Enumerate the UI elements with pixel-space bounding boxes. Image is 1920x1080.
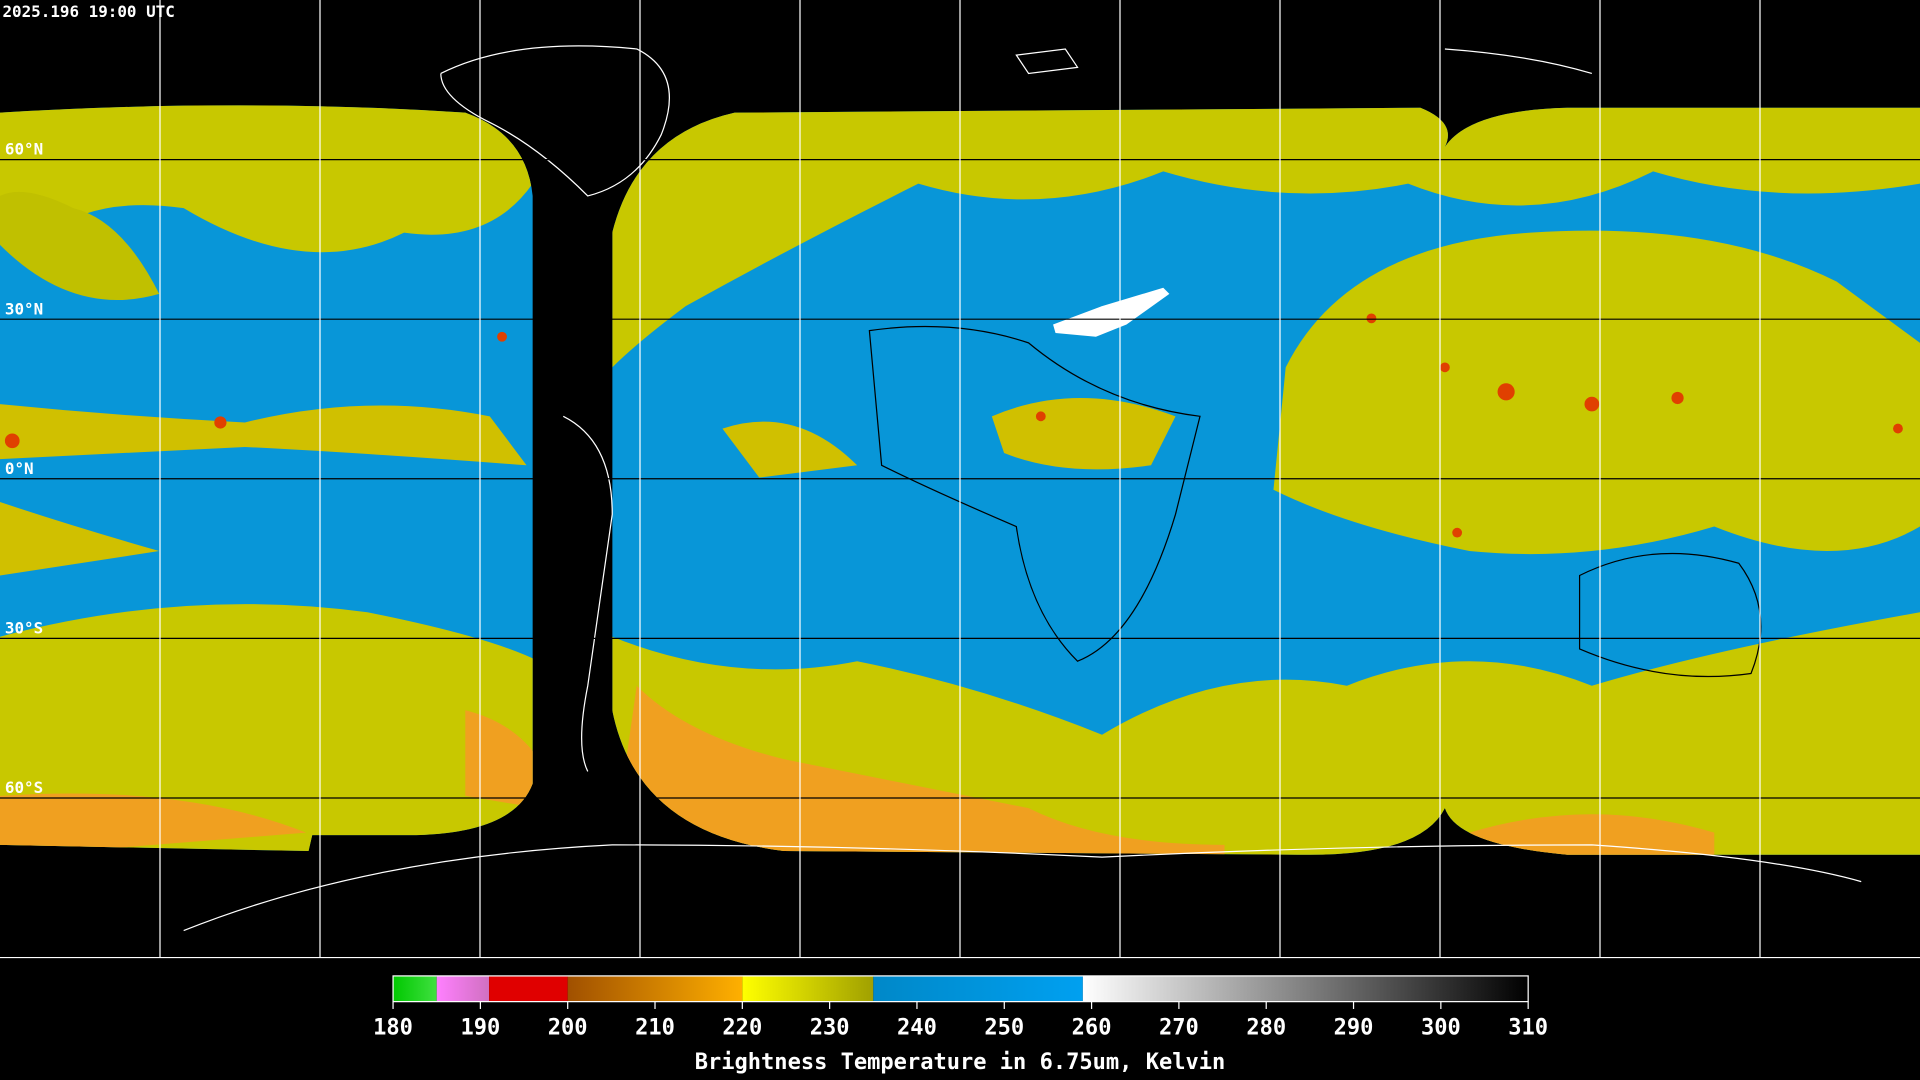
- graticule: 60°N 30°N 0°N 30°S 60°S: [0, 0, 1920, 959]
- lat-label: 0°N: [5, 459, 34, 478]
- coastlines: [183, 45, 1862, 932]
- colorbar-tick-label: 230: [810, 1016, 850, 1041]
- borders: [868, 325, 1762, 678]
- colorbar-frame: [392, 975, 1529, 1003]
- colorbar-segment: [393, 975, 437, 1002]
- colorbar-tick-label: 220: [722, 1016, 762, 1041]
- colorbar-tick-label: 290: [1334, 1016, 1374, 1041]
- colorbar-segment: [489, 975, 568, 1002]
- colorbar-segment: [742, 975, 874, 1002]
- lat-label: 30°N: [5, 299, 43, 318]
- timestamp: 2025.196 19:00 UTC: [2, 2, 174, 21]
- lat-label: 60°S: [5, 778, 43, 797]
- colorbar-title: Brightness Temperature in 6.75um, Kelvin: [695, 1050, 1226, 1075]
- colorbar-tick-label: 280: [1246, 1016, 1286, 1041]
- colorbar-segment: [873, 975, 1083, 1002]
- colorbar-segment: [567, 975, 743, 1002]
- colorbar-tick-label: 260: [1072, 1016, 1112, 1041]
- colorbar-segment: [436, 975, 490, 1002]
- colorbar-tick-label: 200: [548, 1016, 588, 1041]
- colorbar-tick-label: 210: [635, 1016, 675, 1041]
- colorbar-tick-label: 190: [460, 1016, 500, 1041]
- lat-label: 60°N: [5, 140, 43, 159]
- colorbar-segment: [1082, 975, 1529, 1002]
- colorbar-tick-label: 310: [1508, 1016, 1548, 1041]
- colorbar-tick-label: 180: [373, 1016, 413, 1041]
- colorbar-tick-label: 270: [1159, 1016, 1199, 1041]
- colorbar: 180 190 200 210 220 230 240 250 260 270 280 290 300 3…: [373, 975, 1548, 1041]
- colorbar-tick-label: 240: [897, 1016, 937, 1041]
- colorbar-tick-label: 250: [984, 1016, 1024, 1041]
- lat-label: 30°S: [5, 618, 43, 637]
- colorbar-tick-label: 300: [1421, 1016, 1461, 1041]
